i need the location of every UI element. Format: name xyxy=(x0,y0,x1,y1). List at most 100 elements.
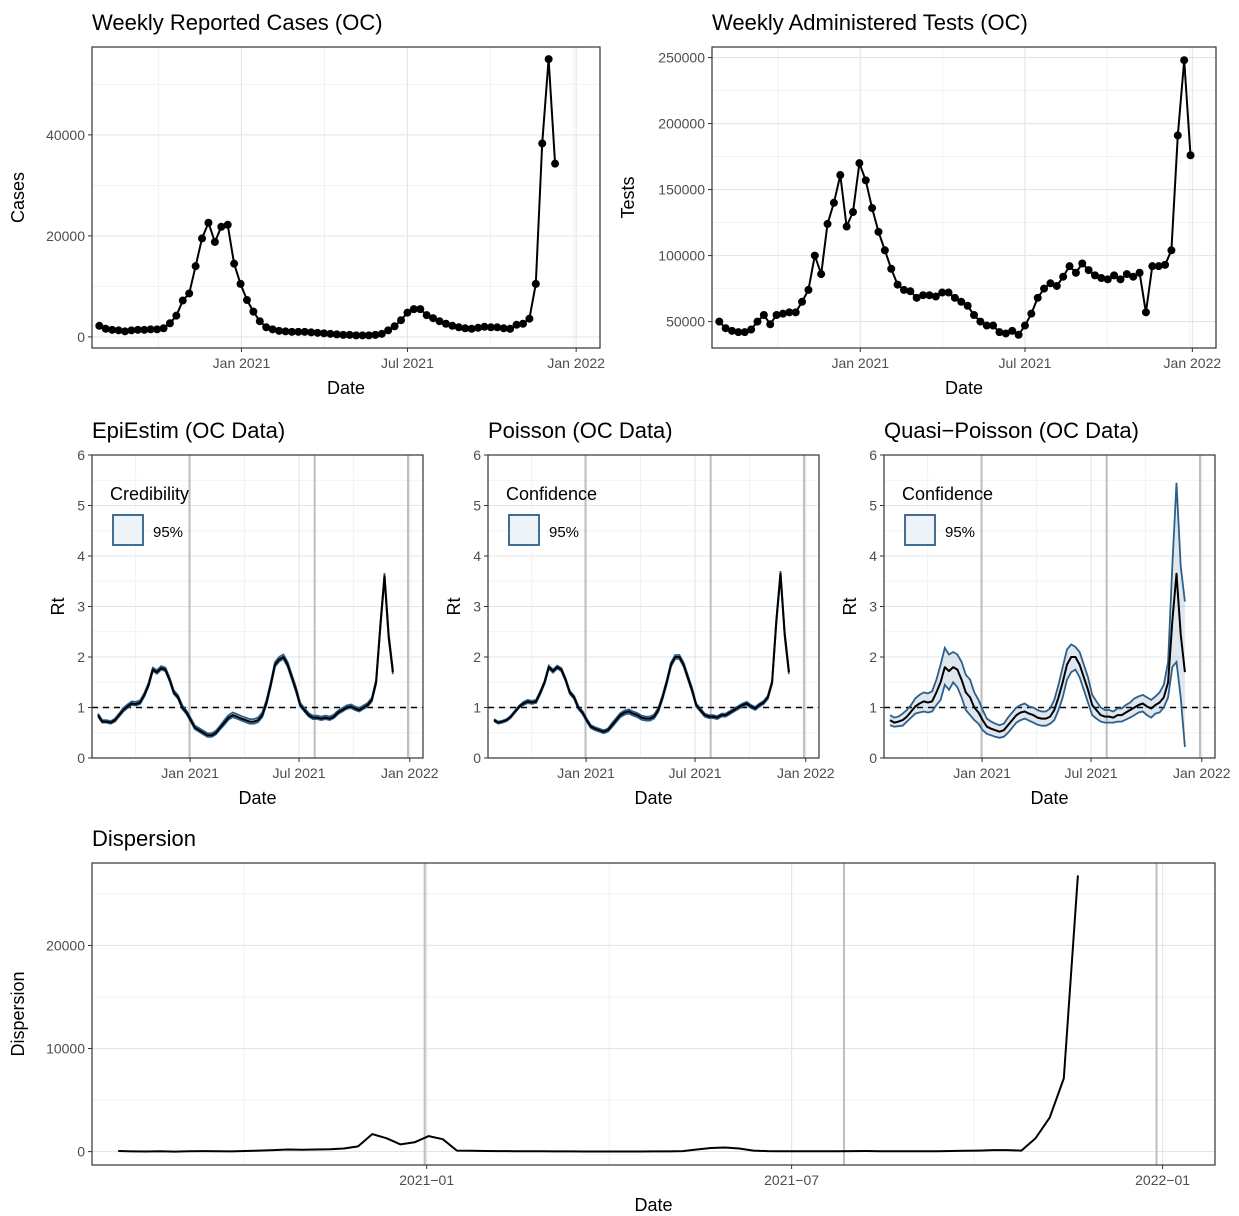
data-point xyxy=(287,327,296,336)
data-point xyxy=(1135,268,1144,277)
y-tick-label: 10000 xyxy=(46,1041,85,1057)
legend-swatch xyxy=(904,514,936,546)
legend-label: 95% xyxy=(549,524,579,541)
y-tick-label: 5 xyxy=(77,498,85,514)
data-point xyxy=(127,326,136,335)
data-point xyxy=(1186,151,1195,160)
x-tick-label: 2022−01 xyxy=(1135,1172,1190,1188)
y-tick-label: 6 xyxy=(473,447,481,463)
data-point xyxy=(976,317,985,326)
x-tick-label: Jul 2021 xyxy=(669,765,722,781)
x-tick-label: Jan 2021 xyxy=(953,765,1011,781)
data-point xyxy=(198,234,207,243)
y-tick-label: 1 xyxy=(869,700,877,716)
data-point xyxy=(352,331,361,340)
y-axis-title: Cases xyxy=(8,172,28,223)
data-point xyxy=(236,279,245,288)
x-tick-label: Jan 2022 xyxy=(547,355,605,371)
data-point xyxy=(133,325,142,334)
data-point xyxy=(734,328,743,337)
y-axis-title: Rt xyxy=(444,598,464,616)
data-point xyxy=(836,171,845,180)
series-line xyxy=(97,575,394,737)
data-point xyxy=(262,323,271,332)
data-point xyxy=(785,308,794,317)
data-point xyxy=(874,227,883,236)
data-point xyxy=(855,159,864,168)
data-point xyxy=(525,314,534,323)
x-tick-label: Jan 2021 xyxy=(557,765,615,781)
data-point xyxy=(300,327,309,336)
data-point xyxy=(268,325,277,334)
data-point xyxy=(101,324,110,333)
data-point xyxy=(1129,272,1138,281)
x-tick-label: Jan 2021 xyxy=(213,355,271,371)
legend-title: Confidence xyxy=(506,484,597,504)
panel-border xyxy=(711,46,1217,349)
data-point xyxy=(339,330,348,339)
data-point xyxy=(499,324,508,333)
data-point xyxy=(358,331,367,340)
y-tick-label: 3 xyxy=(869,599,877,615)
data-point xyxy=(995,328,1004,337)
data-point xyxy=(377,329,386,338)
x-axis-title: Date xyxy=(238,788,276,808)
legend-title: Credibility xyxy=(110,484,189,504)
data-point xyxy=(1097,274,1106,283)
panel-dispersion: 2021−01 2021−07 2022−01 0 10000 20000 Dispersi… xyxy=(8,826,1216,1215)
data-point xyxy=(1154,262,1163,271)
ci-upper-line xyxy=(889,482,1186,727)
data-point xyxy=(275,326,284,335)
data-point xyxy=(467,324,476,333)
x-tick-label: 2021−07 xyxy=(764,1172,819,1188)
data-point xyxy=(435,317,444,326)
chart-title: Weekly Reported Cases (OC) xyxy=(92,10,383,35)
data-point xyxy=(172,311,181,320)
y-tick-label: 6 xyxy=(869,447,877,463)
series-line xyxy=(118,875,1079,1153)
data-point xyxy=(925,291,934,300)
data-point xyxy=(255,317,264,326)
data-point xyxy=(165,319,174,328)
x-axis-title: Date xyxy=(327,378,365,398)
data-point xyxy=(204,218,213,227)
data-point xyxy=(480,322,489,331)
legend-label: 95% xyxy=(945,524,975,541)
data-point xyxy=(518,319,527,328)
chart-title: Weekly Administered Tests (OC) xyxy=(712,10,1028,35)
data-point xyxy=(728,326,737,335)
plot-area xyxy=(92,47,600,348)
chart-title: EpiEstim (OC Data) xyxy=(92,418,285,443)
plot-background xyxy=(92,47,600,348)
data-point xyxy=(230,259,239,268)
data-point xyxy=(114,326,123,335)
y-tick-label: 0 xyxy=(77,329,85,345)
data-point xyxy=(1110,271,1119,280)
data-point xyxy=(804,285,813,294)
y-tick-label: 1 xyxy=(473,700,481,716)
data-point xyxy=(989,321,998,330)
y-tick-label: 100000 xyxy=(658,248,705,264)
chart-title: Poisson (OC Data) xyxy=(488,418,673,443)
data-point xyxy=(108,325,117,334)
x-tick-label: Jan 2022 xyxy=(1173,765,1231,781)
data-point xyxy=(919,291,928,300)
data-point xyxy=(159,324,168,333)
data-point xyxy=(121,327,130,336)
data-point xyxy=(715,317,724,326)
y-axis-title: Rt xyxy=(840,598,860,616)
data-point xyxy=(1001,329,1010,338)
data-point xyxy=(810,251,819,260)
data-point xyxy=(1161,260,1170,269)
data-point xyxy=(493,323,502,332)
x-tick-label: Jul 2021 xyxy=(381,355,434,371)
plot-background xyxy=(92,863,1215,1165)
data-point xyxy=(753,317,762,326)
data-point xyxy=(217,222,226,231)
data-point xyxy=(1122,270,1131,279)
x-tick-label: Jan 2022 xyxy=(1164,355,1222,371)
data-point xyxy=(332,330,341,339)
y-tick-label: 0 xyxy=(869,750,877,766)
plot-area xyxy=(92,863,1215,1165)
y-axis-title: Tests xyxy=(618,176,638,218)
